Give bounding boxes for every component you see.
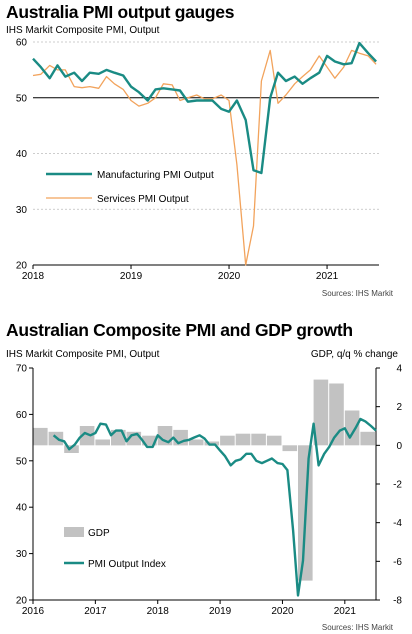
pmi-series-line bbox=[52, 417, 377, 597]
chart1-series bbox=[32, 41, 377, 266]
chart2-subtitle-left: IHS Markit Composite PMI, Output bbox=[6, 349, 160, 360]
gdp-bar bbox=[251, 433, 266, 446]
x-tick-label: 2019 bbox=[120, 271, 143, 282]
y-tick-label: 60 bbox=[16, 38, 28, 49]
gdp-bar bbox=[142, 435, 157, 446]
left-y-tick-label: 40 bbox=[16, 503, 28, 514]
legend-label-gdp: GDP bbox=[88, 528, 110, 539]
chart2-series bbox=[52, 417, 377, 597]
x-tick-label: 2020 bbox=[271, 606, 294, 617]
gdp-bar bbox=[313, 379, 329, 446]
right-y-tick-label: 4 bbox=[396, 364, 402, 375]
legend-label-manufacturing: Manufacturing PMI Output bbox=[97, 170, 214, 181]
chart1-plot: 20 30 40 50 60 2018 2019 2020 2021 Manufacturin… bbox=[16, 38, 379, 282]
x-tick-label: 2019 bbox=[209, 606, 232, 617]
x-tick-label: 2020 bbox=[218, 271, 241, 282]
x-tick-label: 2016 bbox=[22, 606, 45, 617]
chart2-source: Sources: IHS Markit bbox=[321, 623, 393, 632]
right-y-tick-label: -6 bbox=[393, 557, 402, 568]
gdp-bar bbox=[344, 410, 360, 446]
gdp-bar bbox=[188, 439, 204, 446]
manufacturing-series-line bbox=[32, 41, 377, 175]
legend-label-services: Services PMI Output bbox=[97, 194, 189, 205]
gdp-bar bbox=[360, 431, 375, 446]
chart1-source: Sources: IHS Markit bbox=[321, 289, 393, 298]
y-tick-label: 50 bbox=[16, 93, 28, 104]
chart2-axes: 20 30 40 50 60 70 -8 -6 -4 -2 0 2 4 2016 2017 2018 2019 2… bbox=[16, 364, 403, 618]
chart2-gdp-bars bbox=[33, 379, 375, 581]
right-y-tick-label: 0 bbox=[396, 441, 402, 452]
chart1-legend: Manufacturing PMI Output Services PMI Out… bbox=[46, 170, 214, 205]
gdp-bar bbox=[33, 427, 48, 446]
left-y-tick-label: 20 bbox=[16, 596, 28, 607]
right-y-tick-label: -8 bbox=[393, 596, 402, 607]
x-tick-label: 2018 bbox=[147, 606, 170, 617]
x-tick-label: 2021 bbox=[316, 271, 339, 282]
x-tick-label: 2017 bbox=[84, 606, 107, 617]
gdp-bar bbox=[157, 426, 173, 446]
gdp-bar bbox=[220, 435, 235, 446]
y-tick-label: 40 bbox=[16, 149, 28, 160]
legend-swatch-gdp bbox=[64, 527, 84, 537]
chart1-title: Australia PMI output gauges bbox=[6, 2, 235, 22]
left-y-tick-label: 70 bbox=[16, 364, 28, 375]
x-tick-label: 2018 bbox=[22, 271, 45, 282]
y-tick-label: 20 bbox=[16, 261, 28, 272]
legend-label-pmi: PMI Output Index bbox=[88, 559, 166, 570]
chart2-title: Australian Composite PMI and GDP growth bbox=[6, 320, 353, 340]
chart1-x-axis: 2018 2019 2020 2021 bbox=[22, 264, 379, 282]
gdp-bar bbox=[282, 445, 298, 452]
services-series-line bbox=[32, 49, 377, 266]
right-y-tick-label: 2 bbox=[396, 402, 402, 413]
chart2-subtitle-right: GDP, q/q % change bbox=[310, 349, 398, 360]
gdp-bar bbox=[266, 435, 282, 446]
right-y-tick-label: -4 bbox=[393, 518, 402, 529]
left-y-tick-label: 60 bbox=[16, 410, 28, 421]
x-tick-label: 2021 bbox=[334, 606, 357, 617]
gdp-bar bbox=[64, 445, 79, 453]
gdp-bar bbox=[235, 433, 251, 446]
right-y-tick-label: -2 bbox=[393, 480, 402, 491]
left-y-tick-label: 50 bbox=[16, 456, 28, 467]
left-y-tick-label: 30 bbox=[16, 549, 28, 560]
chart1-subtitle: IHS Markit Composite PMI, Output bbox=[6, 25, 160, 36]
chart2-legend: GDP PMI Output Index bbox=[64, 527, 166, 570]
chart1-y-axis: 20 30 40 50 60 bbox=[16, 38, 28, 272]
gdp-bar bbox=[79, 426, 95, 446]
y-tick-label: 30 bbox=[16, 205, 28, 216]
gdp-bar bbox=[95, 439, 110, 446]
